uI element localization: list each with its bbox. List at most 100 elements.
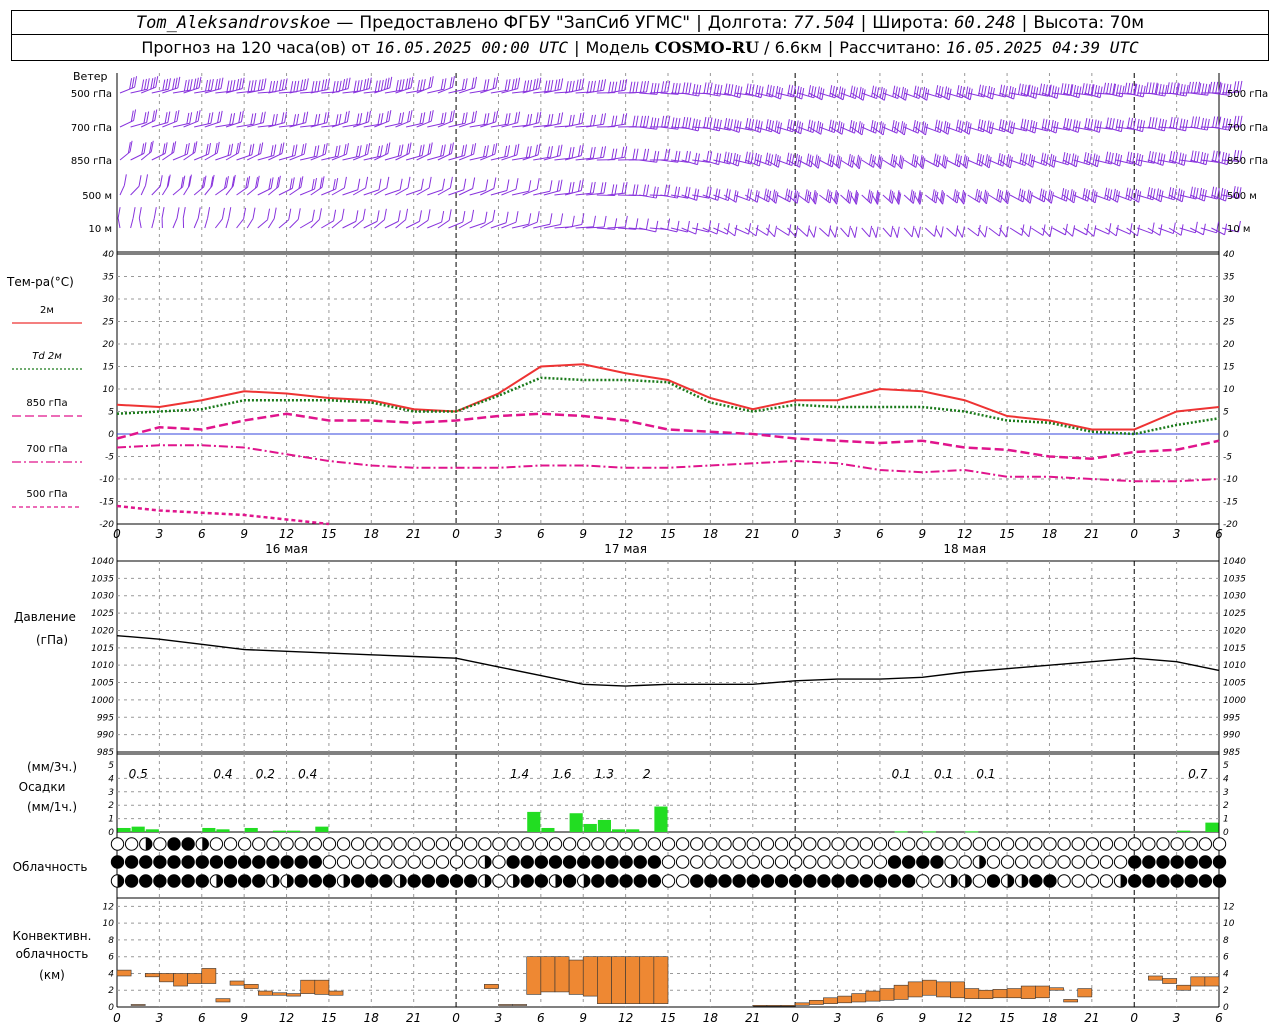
wind-barb-feather [1053,86,1057,98]
wind-barb-feather [182,207,186,219]
cloud-symbol [1128,874,1142,888]
wind-barb-feather [677,151,681,163]
wind-barb-feather [1212,116,1216,128]
wind-barb-feather [324,78,328,91]
wind-barb-feather [281,78,285,91]
wind-barb-feather [875,190,879,202]
wind-barb-feather [1201,188,1205,201]
wind-barb-feather [1047,85,1051,97]
wind-barb-feather [640,115,643,127]
wind-barb-feather [203,175,207,187]
wind-barb-feather [443,112,447,124]
time-tick-label-upper: 3 [156,527,164,541]
pressure-tick-left: 1040 [91,557,114,567]
wind-barb-feather [611,184,615,196]
wind-barb-feather [921,121,925,133]
cloud-symbol [690,837,704,851]
wind-barb [193,218,199,229]
cloud-symbol [181,874,195,888]
cloud-symbol [1057,837,1071,851]
cloud-symbol [237,874,252,888]
wind-barb-feather [273,144,277,156]
wind-barb-feather [807,119,811,131]
wind-barb-feather [366,78,370,90]
wind-barb-feather [1125,187,1129,199]
precip-bar [626,829,640,832]
cloud-symbol [675,874,690,888]
time-tick-label-lower: 9 [240,1011,248,1024]
wind-barb-feather [912,192,916,204]
cloud-symbol [1015,855,1029,869]
wind-barb-feather [900,86,904,98]
wind-barb-feather [991,88,995,100]
wind-barb-feather [430,110,434,122]
wind-barb-feather [210,79,214,91]
wind-barb [511,190,529,196]
wind-barb-feather [589,80,593,93]
precip-bar [583,823,597,832]
time-tick-label-upper: 12 [279,527,294,541]
wind-barb-feather [568,80,572,93]
wind-barb-feather [748,118,752,130]
wind-barb-feather [685,117,689,129]
cloud-symbol [831,855,845,869]
wind-barb-feather [1004,189,1008,201]
header-separator-2: | [860,12,867,33]
wind-barb [978,92,993,100]
wind-barb-feather [274,113,278,126]
wind-barb [151,185,161,196]
wind-barb-feather [632,148,636,160]
wind-barb-feather [1127,117,1131,129]
wind-level-label-right: 500 гПа [1227,89,1268,100]
wind-barb-feather [857,121,861,133]
cloud-symbol [633,837,647,851]
pressure-unit: (гПа) [36,633,68,647]
precip-bar [202,827,216,832]
pressure-tick-left: 1015 [91,644,114,654]
cloud-symbol [675,855,690,869]
wind-barb-feather [1009,156,1013,168]
wind-barb-feather [1112,83,1116,95]
wind-barb [702,227,718,235]
wind-barb-feather [492,77,496,89]
cloud-symbol [619,837,633,851]
computed-label: Рассчитано: [839,38,941,57]
time-tick-label-upper: 18 [364,527,380,541]
conv-bar [300,979,316,994]
wind-barb [1062,92,1080,99]
conv-bar [1063,999,1079,1003]
cloud-symbol [294,855,308,869]
wind-barb-feather [485,145,489,157]
wind-barb-feather [1005,191,1009,203]
cloud-symbol-fill [965,874,972,888]
wind-barb [946,227,957,237]
cloud-symbol [901,855,916,869]
wind-barb-feather [912,120,916,132]
wind-barb [278,219,290,229]
wind-barb [1105,126,1122,133]
wind-barb-feather [383,208,387,220]
conv-bar [808,999,824,1005]
wind-barb-feather [1159,224,1163,236]
wind-barb [745,92,762,99]
wind-barb-feather [1019,152,1023,164]
wind-barb [893,227,898,238]
wind-barb [1115,227,1131,235]
wind-barb [787,159,800,168]
wind-barb-feather [319,177,323,189]
wind-barb-feather [288,208,292,220]
wind-barb-feather [664,115,668,127]
time-tick-label-lower: 18 [703,1011,719,1024]
wind-barb-feather [253,79,257,92]
wind-barb-feather [472,177,476,189]
cloud-symbol [1029,874,1043,888]
wind-barb-feather [1197,81,1201,93]
wind-barb-feather [281,112,285,124]
wind-barb-feather [578,78,582,91]
wind-barb-feather [635,148,639,160]
wind-barb-feather [250,113,254,125]
wind-barb [840,227,849,238]
cloud-symbol [308,837,322,851]
wind-barb-feather [1236,150,1240,162]
wind-barb-feather [374,80,378,92]
